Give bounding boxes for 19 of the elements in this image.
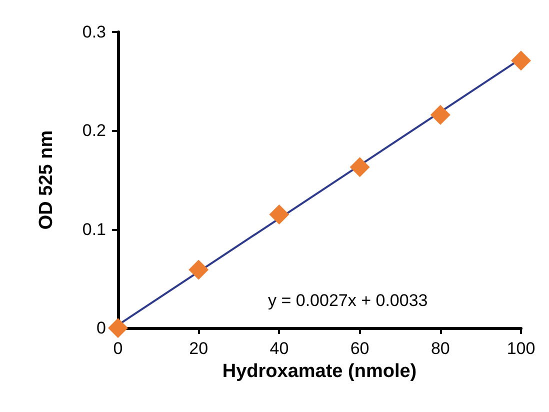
- x-tick-label: 60: [350, 339, 370, 358]
- y-axis-title: OD 525 nm: [36, 130, 57, 230]
- point: [511, 50, 531, 71]
- x-tick-label: 20: [189, 339, 208, 358]
- x-tick-label: 80: [430, 339, 450, 358]
- annotation: y = 0.0027x + 0.0033: [268, 291, 428, 310]
- x-tick-label: 0: [113, 339, 123, 358]
- x-axis-title: Hydroxamate (nmole): [222, 361, 417, 382]
- y-tick-label: 0.1: [82, 220, 106, 239]
- point: [108, 318, 128, 338]
- x-tick-label: 40: [270, 339, 289, 358]
- point: [188, 260, 209, 280]
- y-tick-label: 0: [96, 318, 106, 338]
- point: [350, 157, 370, 178]
- point: [430, 104, 450, 125]
- y-tick-label: 0.3: [82, 22, 106, 42]
- y-tick-label: 0.2: [82, 121, 106, 140]
- x-tick-label: 100: [506, 339, 536, 358]
- point: [269, 204, 290, 225]
